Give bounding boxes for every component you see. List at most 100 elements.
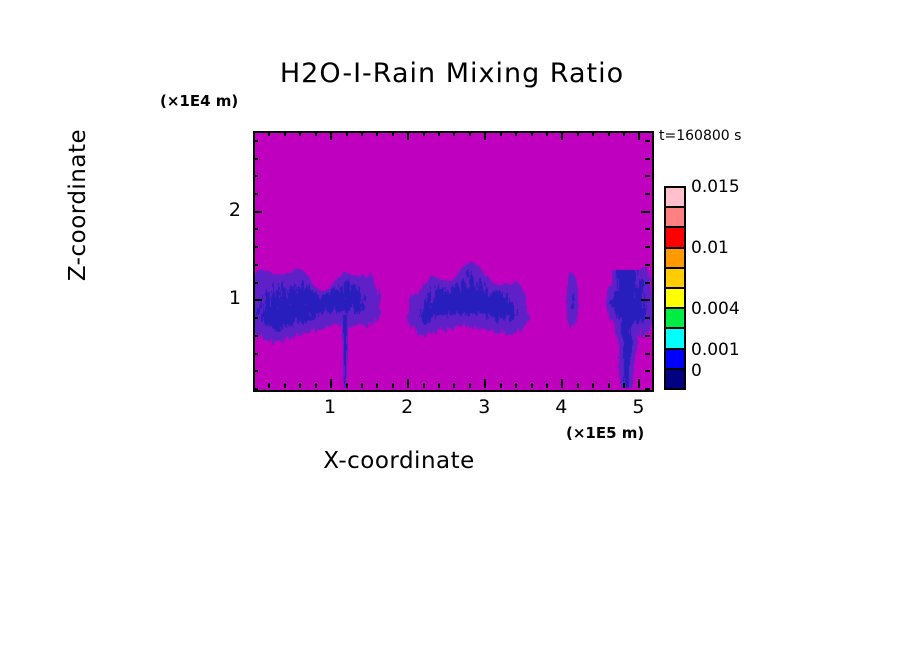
colorbar-band-6 [666,309,684,330]
colorbar-label: 0.01 [691,238,729,259]
tick-mark [645,263,650,266]
colorbar-band-1 [666,208,684,229]
x-tick-label: 3 [478,396,491,418]
tick-mark [645,139,650,142]
tick-mark [253,246,258,249]
tick-mark [623,383,626,388]
tick-mark [345,383,348,388]
tick-mark [253,139,258,142]
colorbar-band-9 [666,369,684,389]
tick-mark [545,131,548,136]
tick-mark [530,383,533,388]
timestamp-label: t=160800 s [659,128,742,144]
tick-mark [283,131,286,136]
tick-mark [283,383,286,388]
y-axis-title: Z-coordinate [65,128,91,282]
tick-mark [641,299,650,302]
tick-mark [422,131,425,136]
tick-mark [561,131,564,140]
tick-mark [645,193,650,196]
tick-mark [253,175,258,178]
colorbar [664,186,686,390]
tick-mark [299,131,302,136]
tick-mark [330,131,333,140]
tick-mark [499,131,502,136]
tick-mark [645,317,650,320]
tick-mark [360,131,363,136]
tick-mark [592,383,595,388]
tick-mark [376,383,379,388]
tick-mark [422,383,425,388]
x-tick-label: 1 [324,396,337,418]
tick-mark [253,131,255,136]
tick-mark [484,131,487,140]
tick-mark [253,388,258,390]
tick-mark [592,131,595,136]
tick-mark [253,210,262,213]
colorbar-band-8 [666,349,684,370]
colorbar-band-7 [666,329,684,350]
colorbar-label: 0.004 [691,299,740,320]
tick-mark [561,379,564,388]
tick-mark [345,131,348,136]
tick-mark [253,157,258,160]
y-tick-label: 1 [228,287,241,310]
tick-mark [623,131,626,136]
tick-mark [253,193,258,196]
tick-mark [576,131,579,136]
tick-mark [638,131,641,140]
tick-mark [253,317,258,320]
tick-mark [645,281,650,284]
tick-mark [645,246,650,249]
tick-mark [253,228,258,231]
x-tick-label: 2 [401,396,414,418]
x-axis-unit-label: (×1E5 m) [566,424,645,442]
tick-mark [645,175,650,178]
tick-mark [645,352,650,355]
tick-mark [391,383,394,388]
chart-title: H2O-I-Rain Mixing Ratio [279,58,625,89]
tick-mark [253,383,255,388]
tick-mark [299,383,302,388]
tick-mark [253,352,258,355]
colorbar-label: 0 [691,360,702,381]
colorbar-band-2 [666,228,684,249]
tick-mark [468,383,471,388]
tick-mark [453,383,456,388]
colorbar-band-5 [666,289,684,310]
tick-mark [253,370,258,373]
tick-mark [499,383,502,388]
tick-mark [376,131,379,136]
tick-mark [391,131,394,136]
tick-mark [576,383,579,388]
tick-mark [645,228,650,231]
tick-mark [515,131,518,136]
tick-mark [253,263,258,266]
tick-mark [607,131,610,136]
x-tick-label: 4 [555,396,568,418]
tick-mark [438,383,440,388]
tick-mark [314,131,317,136]
tick-mark [607,383,610,388]
tick-mark [645,334,650,337]
y-tick-label: 2 [228,198,241,221]
tick-mark [253,334,258,337]
colorbar-band-4 [666,268,684,290]
tick-mark [515,383,518,388]
colorbar-band-0 [666,188,684,209]
colorbar-label: 0.001 [691,340,740,361]
tick-mark [407,379,410,388]
tick-mark [530,131,533,136]
tick-mark [468,131,471,136]
tick-mark [268,131,271,136]
plot-area [253,131,654,392]
x-tick-label: 5 [632,396,645,418]
tick-mark [268,383,271,388]
tick-mark [641,210,650,213]
tick-mark [645,370,650,373]
tick-mark [407,131,410,140]
tick-mark [360,383,363,388]
tick-mark [645,157,650,160]
tick-mark [638,379,641,388]
tick-mark [253,299,262,302]
